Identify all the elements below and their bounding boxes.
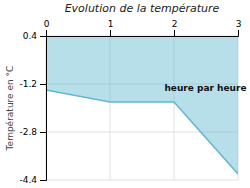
y-axis-label: Température en °C (5, 66, 15, 152)
tick: -1.2 (19, 79, 46, 89)
tick-mark (40, 36, 46, 37)
tick-label: -4.4 (19, 175, 37, 185)
title: Evolution de la température (65, 2, 220, 15)
tick-mark (110, 30, 111, 36)
tick: 2 (172, 19, 178, 36)
tick: 0 (44, 19, 50, 36)
tick: -2.8 (19, 127, 46, 137)
tick-label: -1.2 (19, 79, 37, 89)
tick-mark (238, 30, 239, 36)
annotation: heure par heure (164, 83, 246, 93)
tick-label: -2.8 (19, 127, 37, 137)
tick-label: 3 (236, 19, 242, 29)
tick: 0.4 (23, 31, 46, 41)
marks (46, 36, 238, 174)
tick-label: 0.4 (23, 31, 38, 41)
area (46, 36, 238, 174)
tick-mark (40, 84, 46, 85)
tick-mark (40, 132, 46, 133)
plot: 0 1 2 3 0.4 -1.2 -2.8 -4.4 heure par heure (19, 19, 246, 185)
tick-mark (40, 180, 46, 181)
tick-mark (46, 30, 47, 36)
chart: Evolution de la température 0 1 2 3 0.4 -1.2 -2… (0, 0, 250, 188)
tick-mark (174, 30, 175, 36)
grid-line (46, 180, 238, 181)
tick: 3 (236, 19, 242, 36)
tick: 1 (108, 19, 114, 36)
y-axis: 0.4 -1.2 -2.8 -4.4 (19, 31, 46, 185)
x-axis: 0 1 2 3 (44, 19, 242, 37)
tick-label: 0 (44, 19, 50, 29)
axis-line (40, 37, 47, 181)
axis-line (47, 30, 239, 37)
tick: -4.4 (19, 175, 46, 185)
chart-container: Evolution de la température 0 1 2 3 0.4 -1.2 -2… (0, 0, 250, 188)
tick-label: 1 (108, 19, 114, 29)
line (46, 90, 238, 174)
tick-label: 2 (172, 19, 178, 29)
grid (46, 36, 238, 180)
